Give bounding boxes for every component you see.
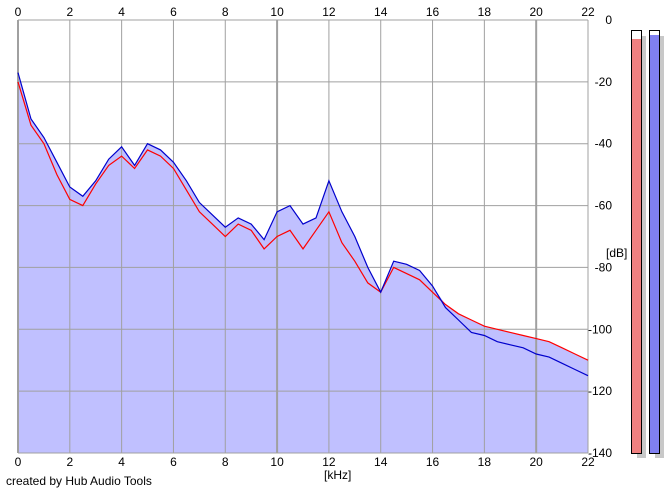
x-tick-label-bottom: 8 (222, 455, 229, 469)
x-tick-label-bottom: 2 (66, 455, 73, 469)
credit-text: created by Hub Audio Tools (6, 474, 152, 488)
y-tick-label: -60 (595, 199, 613, 213)
x-tick-label-bottom: 4 (118, 455, 125, 469)
x-tick-label-bottom: 6 (170, 455, 177, 469)
left-level-meter-fill (632, 39, 641, 453)
x-tick-label-top: 18 (478, 5, 492, 19)
x-tick-label-bottom: 10 (270, 455, 284, 469)
y-tick-label: -140 (588, 446, 612, 460)
tick-layer: 002244668810101212141416161818202022220-… (15, 5, 613, 469)
right-channel-line (17, 72, 589, 377)
y-tick-label: -20 (595, 75, 613, 89)
x-tick-label-bottom: 16 (426, 455, 440, 469)
grid-layer (17, 19, 589, 454)
x-tick-label-top: 6 (170, 5, 177, 19)
x-tick-label-top: 14 (374, 5, 388, 19)
right-level-meter-fill (650, 35, 659, 453)
x-tick-label-bottom: 0 (15, 455, 22, 469)
left-channel-line (17, 81, 589, 361)
x-tick-label-top: 2 (66, 5, 73, 19)
x-tick-label-top: 4 (118, 5, 125, 19)
series-layer (17, 72, 589, 377)
x-tick-label-bottom: 18 (478, 455, 492, 469)
x-tick-label-top: 20 (530, 5, 544, 19)
right-level-meter (649, 30, 660, 454)
y-tick-label: -120 (588, 384, 612, 398)
y-tick-label: -100 (588, 322, 612, 336)
x-tick-label-top: 8 (222, 5, 229, 19)
x-tick-label-top: 12 (322, 5, 336, 19)
y-tick-label: -80 (595, 260, 613, 274)
y-axis-label: [dB] (606, 246, 627, 260)
x-tick-label-bottom: 20 (530, 455, 544, 469)
left-level-meter (631, 30, 642, 454)
x-axis-label: [kHz] (324, 468, 351, 482)
x-tick-label-top: 22 (581, 5, 595, 19)
y-tick-label: 0 (605, 13, 612, 27)
spectrum-fill (18, 72, 588, 453)
x-tick-label-bottom: 22 (581, 455, 595, 469)
x-tick-label-bottom: 14 (374, 455, 388, 469)
x-tick-label-bottom: 12 (322, 455, 336, 469)
x-tick-label-top: 0 (15, 5, 22, 19)
x-tick-label-top: 16 (426, 5, 440, 19)
y-tick-label: -40 (595, 137, 613, 151)
x-tick-label-top: 10 (270, 5, 284, 19)
spectrum-fill-layer (18, 72, 588, 453)
